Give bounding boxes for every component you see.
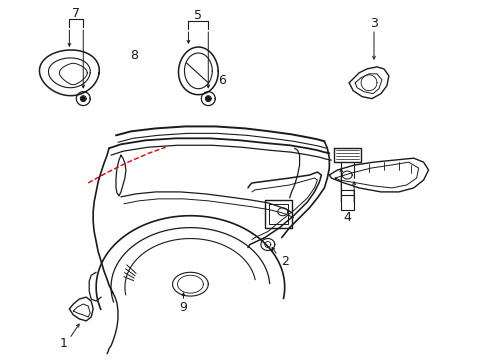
Text: 8: 8 — [130, 49, 138, 63]
Text: 5: 5 — [194, 9, 202, 22]
Polygon shape — [81, 96, 85, 100]
Polygon shape — [206, 96, 210, 100]
Text: 3: 3 — [369, 17, 377, 30]
Text: 1: 1 — [60, 337, 67, 350]
Text: 2: 2 — [280, 255, 288, 268]
Text: 4: 4 — [343, 211, 350, 224]
Text: 9: 9 — [179, 301, 187, 314]
Text: 7: 7 — [72, 7, 80, 20]
Text: 6: 6 — [218, 74, 225, 87]
